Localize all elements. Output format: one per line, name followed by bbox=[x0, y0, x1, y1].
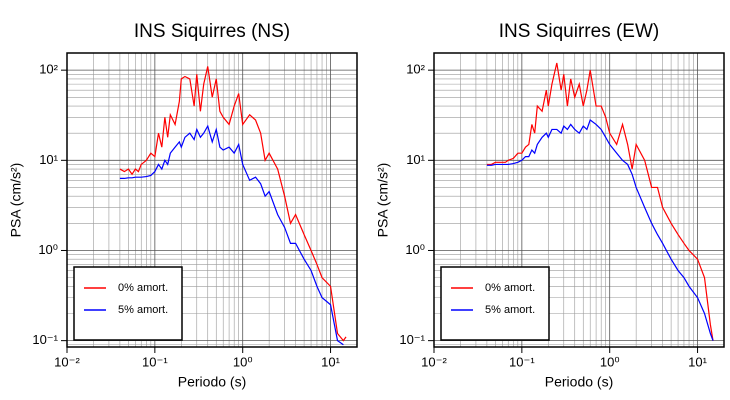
y-tick-label: 10⁰ bbox=[38, 242, 58, 257]
x-tick-label: 10⁻² bbox=[421, 354, 447, 369]
plot-frame bbox=[433, 52, 725, 348]
x-tick-label: 10⁻² bbox=[54, 354, 80, 369]
data-line bbox=[119, 124, 344, 346]
y-tick-label: 10¹ bbox=[39, 152, 58, 167]
legend-label: 5% amort. bbox=[118, 304, 168, 316]
x-tick-label: 10¹ bbox=[688, 354, 707, 369]
legend-box bbox=[440, 266, 550, 341]
y-tick-label: 10⁻¹ bbox=[399, 332, 425, 347]
x-tick-label: 10¹ bbox=[321, 354, 340, 369]
x-axis-label: Periodo (s) bbox=[178, 374, 246, 390]
legend-label: 5% amort. bbox=[485, 304, 535, 316]
legend-box bbox=[73, 266, 183, 341]
chart-title: INS Siquirres (EW) bbox=[499, 21, 659, 42]
y-axis-label: PSA (cm/s²) bbox=[375, 163, 391, 238]
x-tick-label: 10⁻¹ bbox=[509, 354, 535, 369]
x-tick-label: 10⁰ bbox=[600, 354, 620, 369]
y-axis-label: PSA (cm/s²) bbox=[8, 163, 24, 238]
x-tick-label: 10⁰ bbox=[233, 354, 253, 369]
y-tick-label: 10⁰ bbox=[405, 242, 425, 257]
legend-label: 0% amort. bbox=[118, 282, 168, 294]
y-tick-label: 10² bbox=[406, 62, 425, 77]
chart-panel: 10⁻² 10⁻¹ 10⁰ 10¹ 10⁻¹ 10⁰ 10¹ 10² INS Siquirres… bbox=[8, 21, 358, 390]
x-tick-label: 10⁻¹ bbox=[142, 354, 168, 369]
y-tick-label: 10⁻¹ bbox=[32, 332, 58, 347]
chart-title: INS Siquirres (NS) bbox=[134, 21, 290, 42]
x-axis-label: Periodo (s) bbox=[545, 374, 613, 390]
y-tick-label: 10² bbox=[39, 62, 58, 77]
data-line bbox=[119, 66, 347, 342]
plot-frame bbox=[66, 52, 358, 348]
data-line bbox=[486, 119, 714, 341]
legend-label: 0% amort. bbox=[485, 282, 535, 294]
y-tick-label: 10¹ bbox=[406, 152, 425, 167]
chart-panel: 10⁻² 10⁻¹ 10⁰ 10¹ 10⁻¹ 10⁰ 10¹ 10² INS Siquirres… bbox=[375, 21, 725, 390]
data-line bbox=[486, 62, 714, 341]
